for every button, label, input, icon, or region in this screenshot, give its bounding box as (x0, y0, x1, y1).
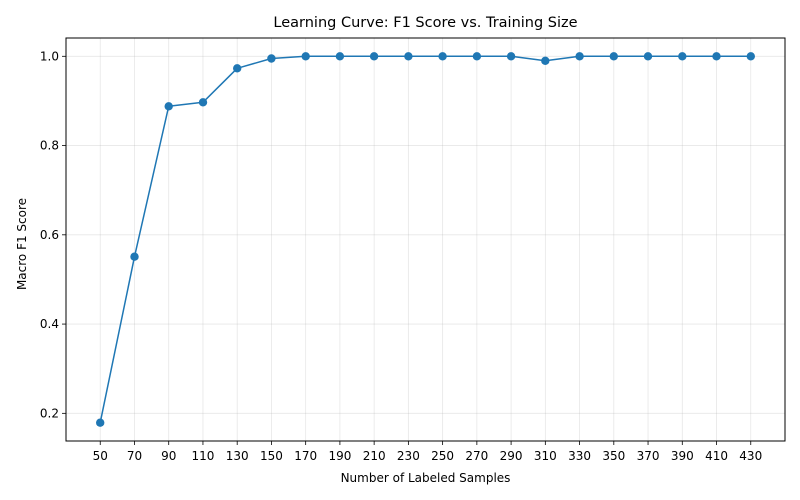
y-tick-label: 0.8 (40, 139, 59, 153)
series-f1 (96, 52, 755, 427)
data-point (404, 52, 413, 61)
x-tick-label: 90 (161, 449, 176, 463)
x-tick-label: 410 (705, 449, 728, 463)
y-tick-label: 0.2 (40, 406, 59, 420)
x-tick-label: 170 (294, 449, 317, 463)
data-point (267, 54, 276, 63)
y-tick-label: 0.4 (40, 317, 59, 331)
y-tick-label: 1.0 (40, 49, 59, 63)
x-tick-label: 230 (397, 449, 420, 463)
x-tick-label: 130 (226, 449, 249, 463)
data-point (472, 52, 482, 61)
data-point (643, 52, 653, 61)
data-point (369, 52, 379, 61)
data-point (198, 98, 208, 107)
x-tick-label: 70 (127, 449, 142, 463)
y-axis-label: Macro F1 Score (15, 198, 29, 290)
y-axis: 0.2 0.4 0.6 0.8 1.0 (40, 49, 66, 420)
x-tick-label: 150 (260, 449, 283, 463)
data-point (678, 52, 687, 61)
data-point (335, 52, 345, 61)
plot-area-frame (65, 37, 786, 442)
x-tick-label: 190 (328, 449, 351, 463)
x-tick-label: 290 (500, 449, 523, 463)
data-point (130, 252, 139, 261)
x-tick-label: 250 (431, 449, 454, 463)
x-axis-label: Number of Labeled Samples (341, 471, 511, 485)
data-point (96, 418, 105, 427)
data-point (301, 52, 310, 61)
x-tick-label: 310 (534, 449, 557, 463)
x-tick-label: 210 (363, 449, 386, 463)
data-point (506, 52, 516, 61)
data-point (746, 52, 755, 61)
x-tick-label: 350 (602, 449, 625, 463)
data-point (609, 52, 618, 61)
chart-title: Learning Curve: F1 Score vs. Training Si… (273, 15, 577, 31)
x-tick-label: 370 (637, 449, 660, 463)
data-point (712, 52, 721, 61)
x-tick-label: 430 (739, 449, 762, 463)
x-tick-label: 50 (93, 449, 108, 463)
x-tick-label: 270 (465, 449, 488, 463)
x-tick-label: 330 (568, 449, 591, 463)
data-point (575, 52, 584, 61)
x-axis: 50 70 90 110 130 150 170 190 210 230 250 270 290 310 3… (93, 441, 762, 463)
data-point (233, 64, 242, 73)
x-tick-label: 390 (671, 449, 694, 463)
data-point (541, 56, 550, 65)
x-tick-label: 110 (191, 449, 214, 463)
y-tick-label: 0.6 (40, 228, 59, 242)
series-line (99, 55, 751, 423)
data-point (438, 52, 447, 61)
data-point (164, 102, 173, 111)
